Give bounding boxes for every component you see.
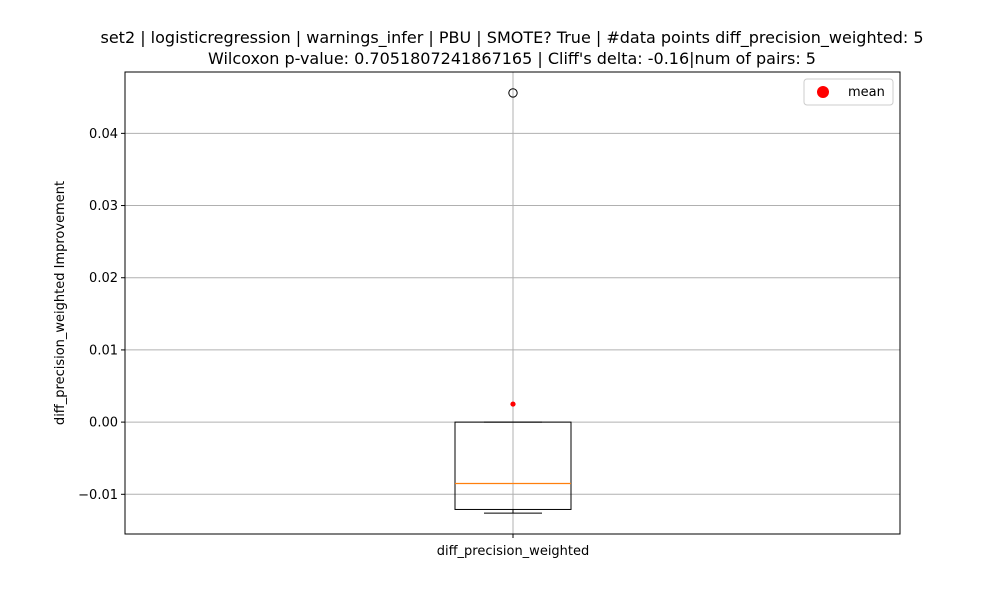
box-group — [454, 88, 572, 514]
x-tick-label: diff_precision_weighted — [437, 544, 590, 559]
mean-point — [510, 401, 516, 407]
plot-frame — [124, 71, 901, 535]
y-tick-label: −0.01 — [78, 488, 118, 503]
chart-title-line1: set2 | logisticregression | warnings_inf… — [100, 28, 923, 48]
legend-label: mean — [848, 85, 885, 100]
grid-lines — [125, 72, 900, 534]
legend: mean — [803, 78, 894, 106]
y-tick-label: 0.02 — [89, 271, 118, 286]
legend-box — [803, 78, 894, 106]
outlier-point — [508, 88, 518, 98]
legend-mean-marker — [817, 86, 829, 98]
y-tick-label: 0.04 — [89, 127, 118, 142]
y-tick-label: 0.01 — [89, 343, 118, 358]
chart-title-line2: Wilcoxon p-value: 0.7051807241867165 | C… — [208, 49, 816, 68]
y-tick-label: 0.03 — [89, 199, 118, 214]
x-axis-ticks: diff_precision_weighted — [437, 534, 590, 559]
y-axis-ticks: −0.01 0.00 0.01 0.02 0.03 0.04 — [78, 127, 125, 503]
y-tick-label: 0.00 — [89, 416, 118, 431]
y-axis-label: diff_precision_weighted Improvement — [53, 181, 68, 425]
box-iqr — [454, 421, 572, 510]
